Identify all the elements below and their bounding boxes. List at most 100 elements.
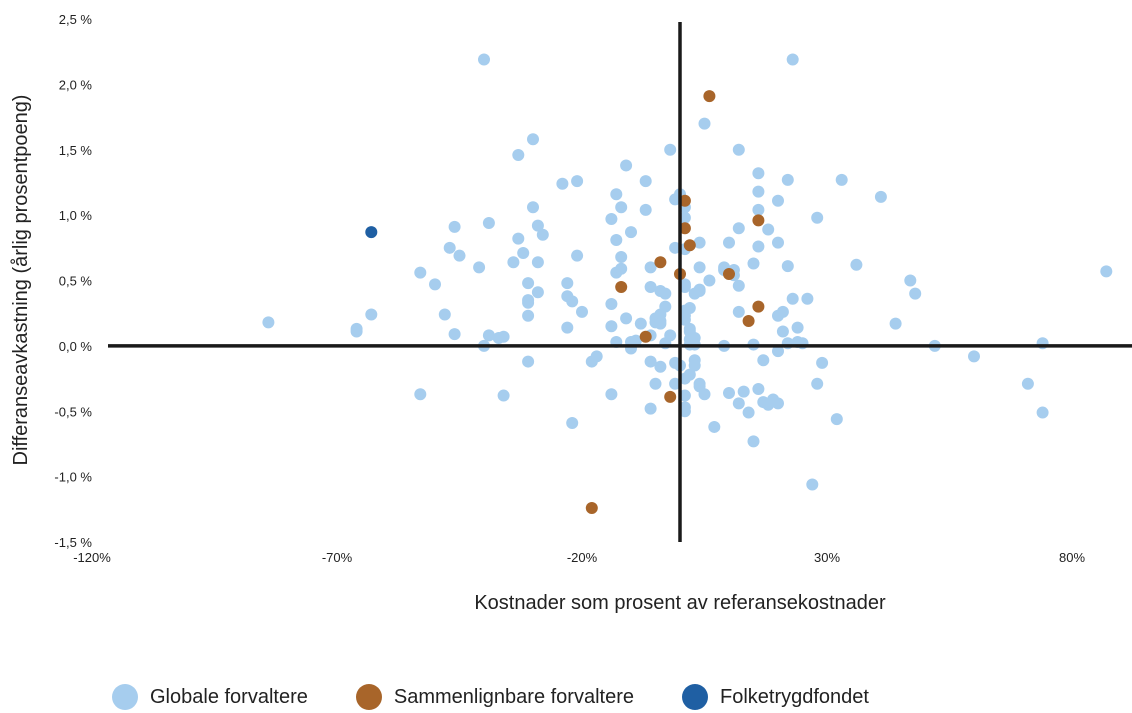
global-manager-point [482, 329, 495, 342]
comparable-manager-point [752, 300, 765, 313]
global-manager-point [497, 389, 510, 402]
global-manager-point [517, 247, 530, 260]
x-tick-label: 30% [814, 550, 840, 565]
y-tick-label: -0,5 % [54, 404, 92, 419]
global-manager-point [536, 228, 549, 241]
global-manager-point [615, 250, 628, 263]
global-manager-point [698, 117, 711, 130]
global-manager-point [522, 277, 535, 290]
global-manager-point [664, 329, 677, 342]
global-manager-point [811, 377, 824, 390]
global-manager-point [659, 287, 672, 300]
global-manager-point [752, 203, 765, 216]
global-manager-point [429, 278, 441, 291]
global-manager-point [531, 256, 544, 269]
global-manager-point [732, 305, 745, 318]
global-manager-point [781, 173, 794, 186]
global-manager-point [639, 203, 652, 216]
global-manager-point [830, 413, 843, 426]
legend-swatch-comparable [355, 684, 382, 710]
global-manager-point [448, 328, 461, 341]
global-manager-point [752, 167, 765, 180]
global-manager-point [639, 175, 652, 188]
global-manager-point [688, 359, 701, 372]
global-manager-point [610, 188, 623, 201]
global-manager-point [443, 241, 456, 254]
global-manager-point [625, 226, 637, 239]
global-manager-point [752, 383, 765, 396]
global-manager-point [527, 133, 539, 146]
global-manager-point [590, 350, 603, 363]
global-manager-point [968, 350, 980, 363]
global-manager-point [644, 355, 657, 368]
global-manager-point [522, 355, 535, 368]
global-manager-point [678, 313, 691, 326]
global-manager-point [414, 388, 427, 401]
global-manager-point [723, 386, 735, 399]
global-manager-point [482, 216, 495, 229]
global-manager-point [874, 190, 887, 203]
comparable-manager-point [664, 390, 677, 403]
comparable-manager-point [585, 502, 598, 515]
x-tick-label: -70% [322, 550, 353, 565]
global-manager-point [644, 402, 657, 415]
global-manager-point [678, 281, 691, 294]
global-manager-point [669, 241, 682, 254]
y-tick-label: 0,0 % [59, 339, 93, 354]
global-manager-point [634, 317, 647, 330]
global-manager-point [453, 249, 466, 262]
global-manager-point [571, 175, 584, 188]
x-tick-label: -20% [567, 550, 598, 565]
y-tick-label: 1,5 % [59, 143, 93, 158]
global-manager-point [414, 266, 427, 279]
global-manager-point [678, 211, 691, 224]
comparable-manager-point [742, 315, 755, 328]
global-manager-point [664, 143, 677, 156]
global-manager-point [737, 385, 750, 398]
global-manager-point [752, 240, 765, 253]
global-manager-point [527, 201, 539, 214]
global-manager-point [605, 213, 618, 226]
global-manager-point [497, 330, 510, 343]
legend-item-global: Globale forvaltere [112, 684, 308, 710]
global-manager-point [522, 296, 535, 309]
legend: Globale forvaltere Sammenlignbare forval… [112, 684, 917, 710]
global-manager-point [752, 185, 765, 198]
comparable-manager-point [723, 267, 735, 280]
global-manager-point [512, 232, 525, 245]
y-tick-label: -1,5 % [54, 535, 92, 550]
legend-item-folketrygdfondet: Folketrygdfondet [682, 684, 869, 710]
global-manager-point [566, 295, 579, 308]
global-manager-point [365, 308, 378, 321]
comparable-manager-point [678, 222, 691, 235]
global-manager-point [781, 260, 794, 273]
x-tick-label: 80% [1059, 550, 1085, 565]
y-axis-title: Differanseavkastning (årlig prosentpoeng… [10, 95, 32, 466]
global-manager-point [772, 194, 784, 207]
comparable-manager-point [615, 281, 628, 294]
legend-label-folketrygdfondet: Folketrygdfondet [720, 685, 869, 708]
comparable-manager-point [678, 194, 691, 207]
global-manager-point [522, 309, 535, 322]
legend-label-global: Globale forvaltere [150, 685, 308, 708]
global-manager-point [448, 220, 461, 233]
global-manager-point [732, 397, 745, 410]
global-manager-point [654, 360, 667, 373]
global-manager-point [811, 211, 824, 224]
global-manager-point [806, 478, 819, 491]
global-manager-point [605, 298, 618, 311]
global-manager-point [772, 397, 784, 410]
global-manager-point [1100, 265, 1113, 278]
global-manager-point [507, 256, 520, 269]
global-manager-point [776, 305, 789, 318]
global-manager-point [693, 283, 706, 296]
global-manager-point [571, 249, 584, 262]
global-manager-point [786, 53, 799, 66]
y-tick-label: 0,5 % [59, 274, 93, 289]
global-manager-point [629, 334, 642, 347]
global-manager-point [683, 368, 696, 381]
global-manager-point [654, 317, 667, 330]
global-manager-point [703, 274, 716, 287]
global-manager-point [678, 405, 691, 418]
